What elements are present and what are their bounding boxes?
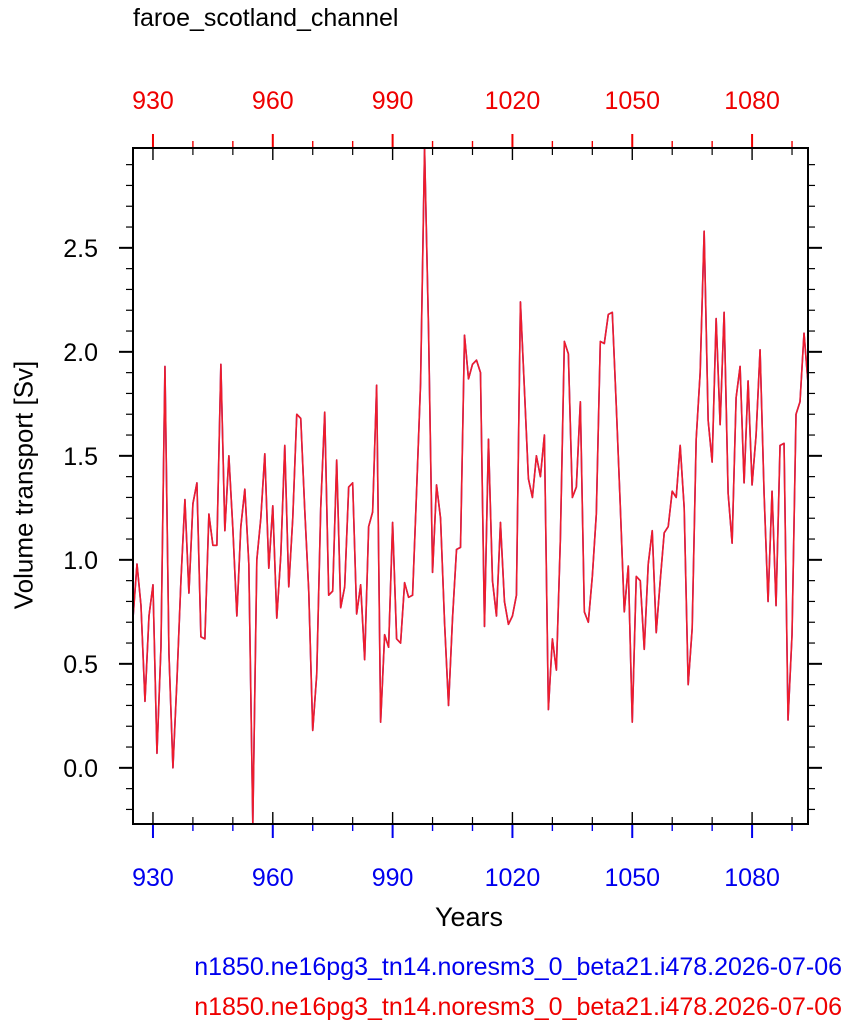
y-tick-label: 2.5 — [63, 235, 98, 263]
x-tick-label-bottom: 1050 — [604, 864, 660, 892]
x-tick-label-bottom: 930 — [132, 864, 174, 892]
y-tick-label: 0.5 — [63, 651, 98, 679]
x-tick-label-top: 1050 — [604, 87, 660, 115]
y-tick-label: 1.0 — [63, 547, 98, 575]
x-tick-label-top: 960 — [252, 87, 294, 115]
chart-title: faroe_scotland_channel — [133, 4, 399, 32]
y-tick-label: 2.0 — [63, 339, 98, 367]
caption-red: n1850.ne16pg3_tn14.noresm3_0_beta21.i478… — [194, 993, 842, 1021]
x-tick-label-bottom: 990 — [372, 864, 414, 892]
plot-frame — [132, 147, 809, 825]
caption-blue: n1850.ne16pg3_tn14.noresm3_0_beta21.i478… — [194, 953, 842, 981]
x-tick-label-bottom: 960 — [252, 864, 294, 892]
series-group — [132, 147, 809, 825]
x-tick-label-top: 1020 — [485, 87, 541, 115]
series-line-2 — [132, 147, 809, 825]
series-line-1 — [132, 147, 809, 825]
y-tick-label: 0.0 — [63, 755, 98, 783]
x-tick-label-top: 990 — [372, 87, 414, 115]
x-tick-label-bottom: 1080 — [724, 864, 780, 892]
x-axis-label: Years — [434, 902, 504, 932]
x-tick-label-top: 1080 — [724, 87, 780, 115]
x-tick-label-top: 930 — [132, 87, 174, 115]
axes-group: 930 930 960 960 990 990 1020 1020 1050 1050 1080 10… — [63, 87, 822, 892]
y-tick-label: 1.5 — [63, 443, 98, 471]
x-tick-label-bottom: 1020 — [485, 864, 541, 892]
y-axis-label: Volume transport [Sv] — [8, 360, 39, 610]
